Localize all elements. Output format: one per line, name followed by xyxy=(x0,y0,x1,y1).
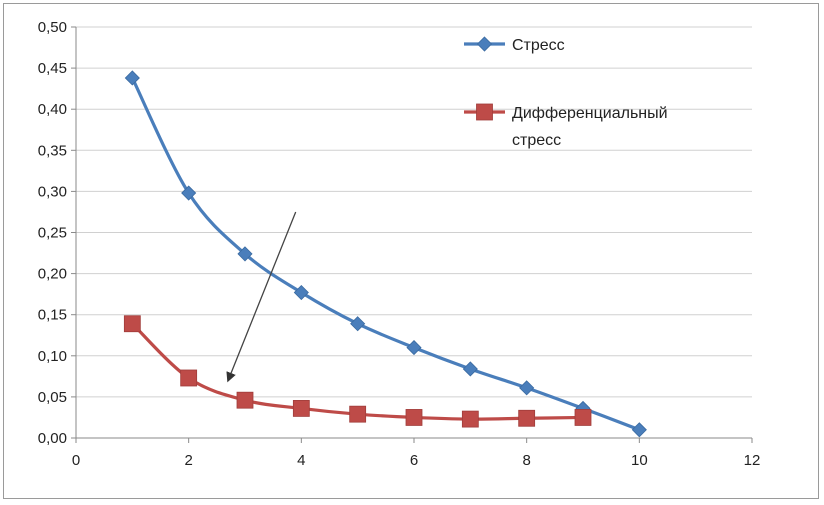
y-tick-label: 0,25 xyxy=(38,225,67,242)
y-tick-label: 0,10 xyxy=(38,348,67,365)
series-line xyxy=(130,322,585,421)
data-point xyxy=(350,316,366,332)
arrow-annotation xyxy=(226,211,297,383)
y-tick-labels: 0,00 0,05 0,10 0,15 0,20 0,25 0,30 0,35 0,40 0,45… xyxy=(38,19,67,447)
data-point xyxy=(180,369,198,387)
data-point xyxy=(518,409,536,427)
x-tick-label: 4 xyxy=(297,452,305,469)
y-tick-label: 0,50 xyxy=(38,19,67,36)
data-point xyxy=(181,185,197,201)
series-1 xyxy=(124,70,647,438)
series-2 xyxy=(123,315,592,428)
y-tick-label: 0,00 xyxy=(38,430,67,447)
x-tick-label: 2 xyxy=(184,452,192,469)
data-point xyxy=(462,361,478,377)
legend: Стресс Дифференциальный стресс xyxy=(464,36,668,149)
axes xyxy=(71,26,753,443)
x-tick-label: 6 xyxy=(410,452,418,469)
x-tick-label: 12 xyxy=(744,452,761,469)
data-point xyxy=(237,246,253,262)
x-tick-label: 0 xyxy=(72,452,80,469)
legend-label: стресс xyxy=(512,132,561,149)
y-tick-label: 0,05 xyxy=(38,389,67,406)
series xyxy=(123,70,647,438)
x-tick-label: 8 xyxy=(522,452,530,469)
y-tick-label: 0,40 xyxy=(38,101,67,118)
x-tick-label: 10 xyxy=(631,452,648,469)
data-point xyxy=(293,284,309,301)
data-point xyxy=(461,410,479,428)
x-tick-labels: 0 2 4 6 8 10 12 xyxy=(72,452,761,469)
data-point xyxy=(519,380,535,396)
data-point xyxy=(292,400,310,417)
y-tick-label: 0,35 xyxy=(38,142,67,159)
y-tick-label: 0,15 xyxy=(38,307,67,324)
data-point xyxy=(349,405,367,423)
series-line xyxy=(130,76,641,432)
gridlines xyxy=(76,26,752,398)
legend-marker xyxy=(476,36,493,52)
annotations xyxy=(226,211,297,383)
y-tick-label: 0,20 xyxy=(38,266,67,283)
legend-entry-2: Дифференциальный стресс xyxy=(464,103,668,149)
data-point xyxy=(124,70,140,86)
legend-label: Дифференциальный xyxy=(512,105,668,122)
data-point xyxy=(405,409,423,426)
data-point xyxy=(574,409,592,426)
data-point xyxy=(631,422,647,438)
data-point xyxy=(123,315,141,333)
data-point xyxy=(406,340,422,356)
legend-entry-1: Стресс xyxy=(464,36,565,54)
data-point xyxy=(236,391,254,409)
legend-marker xyxy=(476,103,493,121)
legend-label: Стресс xyxy=(512,37,565,54)
y-tick-label: 0,45 xyxy=(38,60,67,77)
y-tick-label: 0,30 xyxy=(38,183,67,200)
